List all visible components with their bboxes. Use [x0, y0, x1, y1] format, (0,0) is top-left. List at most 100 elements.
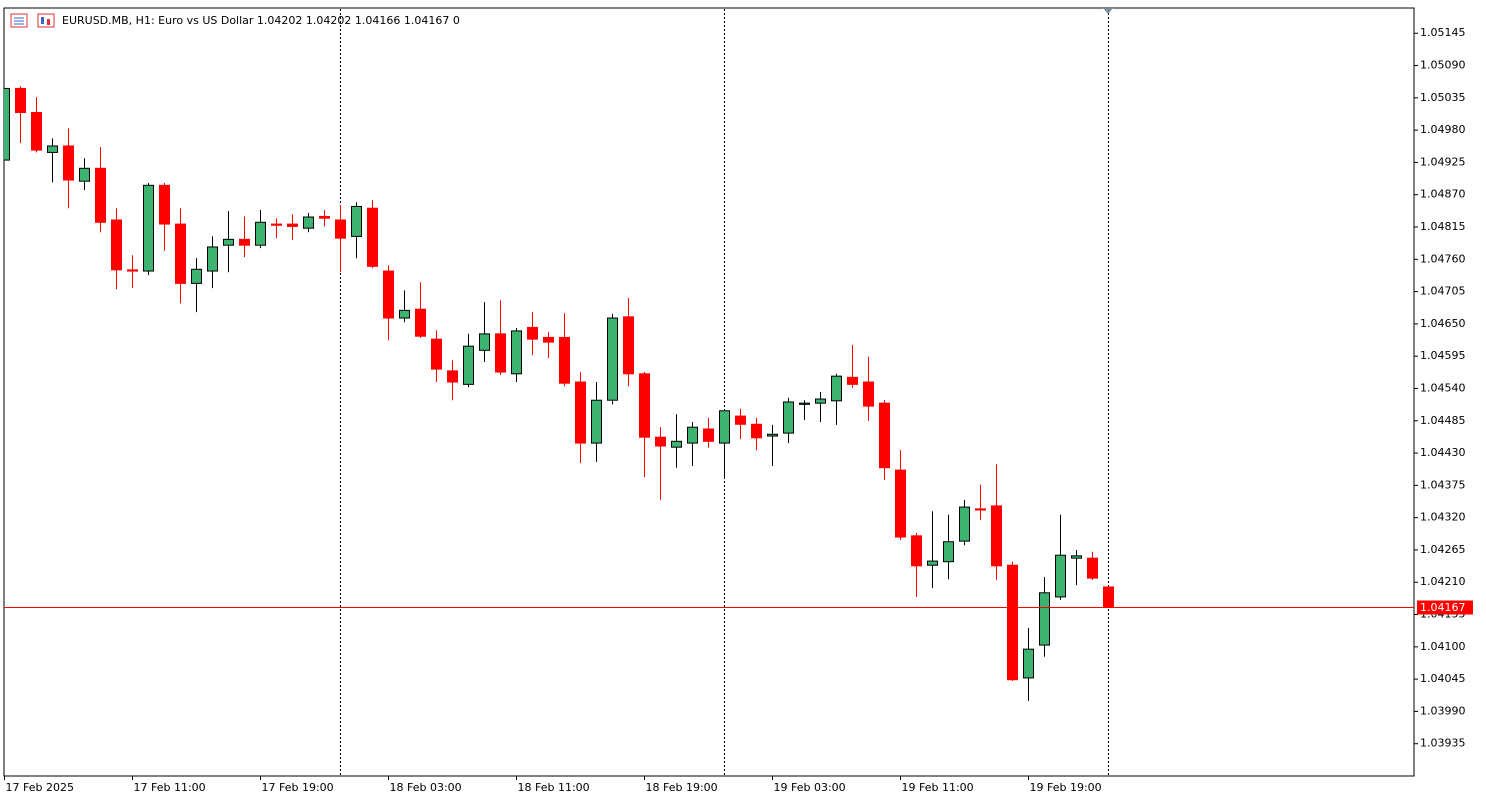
- title-icons: [10, 13, 55, 28]
- candle-body: [1023, 648, 1034, 679]
- candle-body: [31, 112, 42, 151]
- candle-body: [223, 238, 234, 246]
- candle-body: [447, 370, 458, 383]
- current-price-label: 1.04167: [1420, 601, 1466, 614]
- candle-body: [239, 238, 250, 246]
- candle-body: [4, 87, 10, 161]
- candle-body: [15, 87, 26, 114]
- candle-body: [719, 410, 730, 444]
- candle-body: [591, 399, 602, 444]
- candle-body: [335, 219, 346, 239]
- candle-body: [383, 270, 394, 319]
- candle-body: [207, 246, 218, 272]
- current-price-box: [1417, 600, 1473, 615]
- candle-body: [159, 184, 170, 225]
- x-tick-label: 17 Feb 11:00: [134, 781, 206, 794]
- x-tick-label: 19 Feb 03:00: [774, 781, 846, 794]
- candle-body: [79, 167, 90, 182]
- icon: [41, 17, 44, 24]
- candle-body: [543, 336, 554, 343]
- candle-body: [559, 336, 570, 384]
- candle-body: [575, 381, 586, 444]
- x-tick-label: 19 Feb 19:00: [1030, 781, 1102, 794]
- y-tick-label: 1.04980: [1420, 123, 1466, 136]
- candle-body: [511, 330, 522, 375]
- candle-body: [63, 145, 74, 181]
- candle-body: [367, 207, 378, 267]
- y-tick-label: 1.04430: [1420, 446, 1466, 459]
- candle-body: [319, 215, 330, 219]
- candle-body: [639, 373, 650, 438]
- y-tick-label: 1.03990: [1420, 704, 1466, 717]
- x-tick-label: 18 Feb 11:00: [518, 781, 590, 794]
- icon: [47, 19, 50, 25]
- candle-body: [975, 508, 986, 511]
- candle-body: [415, 308, 426, 337]
- icon: [37, 13, 55, 28]
- candle-body: [1103, 586, 1114, 608]
- candle-body: [47, 145, 58, 153]
- candle-body: [815, 398, 826, 404]
- candle-body: [911, 535, 922, 567]
- plot: [4, 86, 1114, 701]
- candle-body: [351, 205, 362, 237]
- candle-body: [863, 381, 874, 407]
- shift-marker: [1103, 8, 1113, 14]
- y-tick-label: 1.04925: [1420, 155, 1466, 168]
- candle-body: [655, 436, 666, 447]
- candle-body: [495, 333, 506, 373]
- candle-body: [735, 415, 746, 425]
- candle-body: [287, 223, 298, 227]
- candle-body: [271, 223, 282, 226]
- candle-body: [847, 376, 858, 385]
- candle-body: [527, 326, 538, 340]
- candle-body: [1039, 592, 1050, 646]
- y-tick-label: 1.04210: [1420, 575, 1466, 588]
- candle-body: [767, 433, 778, 437]
- candle-body: [111, 219, 122, 271]
- y-tick-label: 1.04650: [1420, 317, 1466, 330]
- candle-body: [1055, 554, 1066, 598]
- y-tick-label: 1.05145: [1420, 26, 1466, 39]
- y-tick-label: 1.04375: [1420, 478, 1466, 491]
- candle-body: [175, 223, 186, 284]
- candle-body: [255, 221, 266, 246]
- y-tick-label: 1.04540: [1420, 381, 1466, 394]
- candle-body: [703, 428, 714, 442]
- y-tick-label: 1.04045: [1420, 672, 1466, 685]
- candle-body: [879, 402, 890, 469]
- candle-body: [399, 309, 410, 319]
- y-tick-label: 1.04100: [1420, 640, 1466, 653]
- x-tick-label: 17 Feb 2025: [6, 781, 74, 794]
- y-tick-label: 1.04595: [1420, 349, 1466, 362]
- candle-body: [463, 345, 474, 385]
- candle-body: [479, 333, 490, 351]
- candle-body: [799, 402, 810, 405]
- x-tick-label: 18 Feb 19:00: [646, 781, 718, 794]
- candle-body: [431, 338, 442, 370]
- y-tick-label: 1.04870: [1420, 188, 1466, 201]
- y-tick-label: 1.05090: [1420, 59, 1466, 72]
- y-tick-label: 1.05035: [1420, 91, 1466, 104]
- candle-body: [607, 317, 618, 401]
- candle-body: [303, 216, 314, 229]
- chart-title: EURUSD.MB, H1: Euro vs US Dollar 1.04202…: [62, 14, 460, 27]
- x-tick-label: 19 Feb 11:00: [902, 781, 974, 794]
- candle-body: [751, 423, 762, 439]
- candle-body: [687, 426, 698, 444]
- y-tick-label: 1.04485: [1420, 414, 1466, 427]
- y-tick-label: 1.04760: [1420, 252, 1466, 265]
- candle-body: [1087, 557, 1098, 579]
- candle-body: [623, 316, 634, 375]
- y-tick-label: 1.03935: [1420, 737, 1466, 750]
- candle-body: [831, 375, 842, 402]
- plot-frame: [3, 7, 1415, 777]
- candle-body: [895, 469, 906, 538]
- candle-body: [143, 184, 154, 272]
- candle-body: [95, 167, 106, 223]
- candle-body: [927, 560, 938, 566]
- candle-body: [671, 440, 682, 448]
- candle-body: [1007, 564, 1018, 681]
- y-tick-label: 1.04265: [1420, 543, 1466, 556]
